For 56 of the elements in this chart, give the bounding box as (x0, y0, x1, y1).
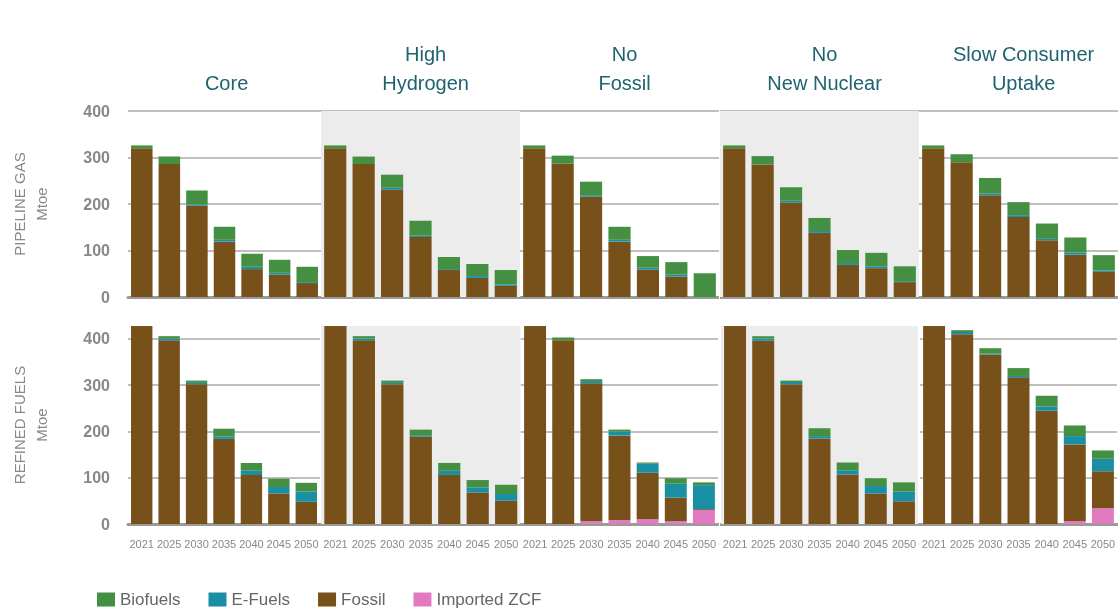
y-tick-label: 0 (101, 515, 111, 533)
x-tick-label: 2035 (1006, 537, 1031, 550)
x-tick-label: 2045 (663, 537, 689, 550)
x-tick-label: 2045 (266, 537, 292, 550)
chart-title: High Hydrogen (382, 42, 470, 94)
legend-label: Biofuels (120, 590, 181, 609)
x-tick-label: 2035 (211, 537, 237, 550)
legend-label: Imported ZCF (436, 590, 542, 609)
y-tick-label: 100 (83, 242, 111, 259)
x-tick-label: 2045 (465, 537, 490, 550)
x-tick-label: 2025 (551, 537, 576, 550)
x-tick-label: 2035 (607, 537, 633, 550)
x-tick-label: 2050 (1090, 537, 1115, 550)
x-tick-label: 2030 (579, 537, 604, 550)
chart-title: No Fossil (598, 42, 652, 94)
x-tick-label: 2050 (294, 537, 319, 550)
x-tick-label: 2050 (493, 537, 519, 550)
x-tick-label: 2040 (834, 537, 860, 550)
x-tick-label: 2040 (239, 537, 264, 550)
x-tick-label: 2030 (778, 537, 804, 550)
x-tick-label: 2040 (1034, 537, 1059, 550)
chart-title: Slow Consumer Uptake (952, 42, 1095, 94)
x-tick-label: 2045 (863, 537, 888, 550)
x-tick-label: 2021 (523, 537, 548, 550)
x-tick-label: 2025 (156, 537, 182, 550)
y-tick-label: 0 (101, 288, 111, 306)
legend-label: E-Fuels (231, 590, 291, 609)
chart-title: Core (204, 71, 249, 94)
x-tick-label: 2050 (692, 537, 717, 550)
x-tick-label: 2035 (806, 537, 832, 550)
legend-label: Fossil (341, 590, 386, 609)
y-tick-label: 100 (83, 469, 111, 487)
x-tick-label: 2025 (351, 537, 377, 550)
y-tick-label: 400 (83, 330, 111, 348)
x-tick-label: 2025 (750, 537, 776, 550)
x-tick-label: 2021 (722, 537, 747, 550)
y-tick-label: 300 (83, 376, 111, 394)
y-axis-title: PIPELINE GAS Mtoe (10, 152, 50, 256)
x-tick-label: 2021 (129, 537, 154, 550)
x-tick-label: 2030 (380, 537, 405, 550)
x-tick-label: 2021 (921, 537, 947, 550)
x-tick-label: 2035 (408, 537, 434, 550)
x-tick-label: 2040 (635, 537, 661, 550)
y-tick-label: 300 (83, 149, 111, 166)
x-tick-label: 2025 (949, 537, 975, 550)
y-tick-label: 200 (83, 422, 111, 440)
x-tick-label: 2050 (891, 537, 916, 550)
x-tick-label: 2040 (437, 537, 462, 550)
y-tick-label: 400 (83, 102, 111, 120)
x-tick-label: 2030 (184, 537, 209, 550)
chart-title: No New Nuclear (766, 42, 882, 94)
x-tick-label: 2045 (1062, 537, 1087, 550)
y-tick-label: 200 (83, 195, 111, 213)
y-axis-title: REFINED FUELS Mtoe (10, 365, 50, 485)
x-tick-label: 2021 (323, 537, 348, 550)
x-tick-label: 2030 (977, 537, 1003, 550)
